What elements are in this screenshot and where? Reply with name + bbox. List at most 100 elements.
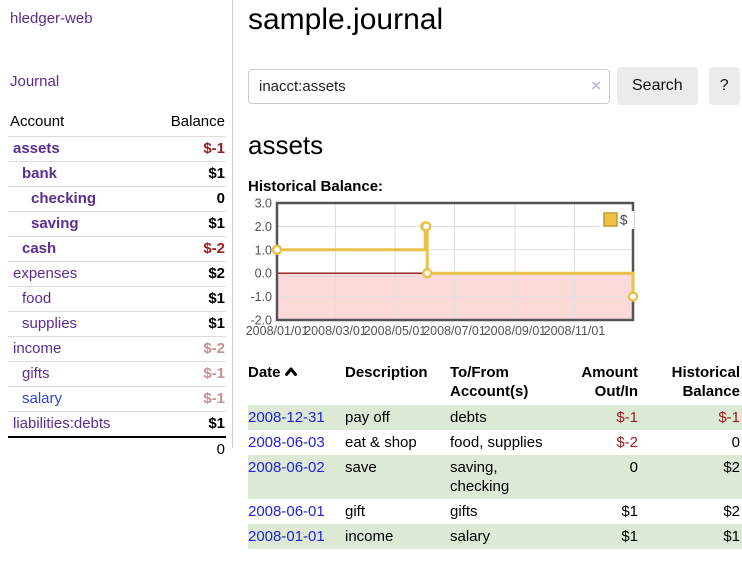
transaction-date-link[interactable]: 2008-06-01 <box>248 503 325 520</box>
svg-text:2008/05/01: 2008/05/01 <box>364 324 427 338</box>
account-balance: $-1 <box>147 386 226 412</box>
svg-text:3.0: 3.0 <box>255 197 272 211</box>
transaction-row: 2008-06-01 gift gifts $1 $2 <box>248 499 742 524</box>
svg-text:1.0: 1.0 <box>255 243 272 257</box>
account-row: salary $-1 <box>8 386 226 412</box>
account-balance: $1 <box>147 161 226 187</box>
svg-text:2008/11/01: 2008/11/01 <box>544 324 606 338</box>
transaction-description: pay off <box>345 409 390 426</box>
svg-text:2.0: 2.0 <box>255 220 272 234</box>
search-button[interactable]: Search <box>617 67 698 105</box>
sidebar-account-link[interactable]: saving <box>31 215 79 232</box>
svg-text:$: $ <box>620 213 628 228</box>
sidebar-account-link[interactable]: cash <box>22 240 57 257</box>
sidebar-item-journal[interactable]: Journal <box>10 73 60 90</box>
register-header-accounts: To/From Account(s) <box>450 364 529 400</box>
sidebar-account-link[interactable]: supplies <box>22 315 78 332</box>
brand-link[interactable]: hledger-web <box>10 10 93 27</box>
transaction-balance: $1 <box>723 528 740 545</box>
sidebar: hledger-web Journal Account Balance asse… <box>8 0 233 461</box>
svg-text:0.0: 0.0 <box>255 267 272 281</box>
account-row: checking 0 <box>8 186 226 212</box>
sidebar-account-link[interactable]: liabilities:debts <box>13 415 111 432</box>
register-rows: 2008-12-31 pay off debts $-1 $-1 2008-06-03 ea… <box>248 405 742 549</box>
help-button[interactable]: ? <box>708 67 740 105</box>
search-input-wrapper: × <box>248 68 610 104</box>
svg-text:2008/09/01: 2008/09/01 <box>484 324 547 338</box>
main-content: sample.journal × Search ? assets Histori… <box>246 0 742 549</box>
account-balance: $-2 <box>147 336 226 362</box>
transaction-date-link[interactable]: 2008-06-02 <box>248 459 325 476</box>
sidebar-account-link[interactable]: salary <box>22 390 63 407</box>
transaction-amount: $1 <box>621 503 638 520</box>
transaction-amount: $1 <box>621 528 638 545</box>
account-balance: 0 <box>147 186 226 212</box>
search-input[interactable] <box>248 68 610 104</box>
balance-column-header: Balance <box>170 113 225 130</box>
transaction-amount: $-1 <box>616 409 638 426</box>
register-header-amount: Amount Out/In <box>581 364 638 400</box>
transaction-accounts: food, supplies <box>450 434 543 451</box>
transaction-description: eat & shop <box>345 434 417 451</box>
account-column-header: Account <box>10 113 65 130</box>
sidebar-account-link[interactable]: assets <box>13 140 60 157</box>
transaction-balance: $-1 <box>718 409 740 426</box>
transaction-date-link[interactable]: 2008-01-01 <box>248 528 325 545</box>
svg-text:2008/07/01: 2008/07/01 <box>423 324 486 338</box>
account-row: cash $-2 <box>8 236 226 262</box>
account-row: gifts $-1 <box>8 361 226 387</box>
transaction-row: 2008-12-31 pay off debts $-1 $-1 <box>248 405 742 430</box>
account-row: expenses $2 <box>8 261 226 287</box>
register-header-date[interactable]: Date <box>248 361 345 405</box>
transaction-description: income <box>345 528 394 545</box>
sidebar-account-link[interactable]: gifts <box>22 365 50 382</box>
account-row: food $1 <box>8 286 226 312</box>
svg-text:-1.0: -1.0 <box>250 290 272 304</box>
sidebar-account-link[interactable]: income <box>13 340 62 357</box>
transaction-row: 2008-06-03 eat & shop food, supplies $-2 0 <box>248 430 742 455</box>
historical-balance-chart: $3.0 2.0 1.0 0.0 -1.0 -2.02008/01/012008/03/0… <box>246 197 639 338</box>
transaction-amount: 0 <box>629 459 638 476</box>
svg-text:2008/01/01: 2008/01/01 <box>246 324 309 338</box>
account-row: bank $1 <box>8 161 226 187</box>
account-row: assets $-1 <box>8 136 226 162</box>
account-row: liabilities:debts $1 <box>8 411 226 437</box>
account-balance: $1 <box>147 311 226 337</box>
clear-search-icon[interactable]: × <box>591 75 601 95</box>
transaction-accounts: gifts <box>450 503 478 520</box>
account-balance: $-2 <box>147 236 226 262</box>
sidebar-total-row: 0 <box>8 436 226 461</box>
register-header-row: Date Description To/From Account(s) Amoun… <box>248 361 742 405</box>
account-balance: $1 <box>147 411 226 437</box>
sidebar-account-link[interactable]: checking <box>31 190 97 207</box>
transaction-amount: $-2 <box>616 434 638 451</box>
transaction-date-link[interactable]: 2008-06-03 <box>248 434 325 451</box>
sidebar-account-rows: assets $-1 bank $1 checking 0 saving $1 cash $-2 e… <box>8 136 226 437</box>
sidebar-total-balance: 0 <box>147 436 226 461</box>
sidebar-account-link[interactable]: expenses <box>13 265 78 282</box>
register-table: Date Description To/From Account(s) Amoun… <box>248 361 742 549</box>
transaction-row: 2008-01-01 income salary $1 $1 <box>248 524 742 549</box>
transaction-balance: $2 <box>723 503 740 520</box>
account-balance: $-1 <box>147 136 226 162</box>
svg-text:-2.0: -2.0 <box>250 314 272 328</box>
account-balance: $1 <box>147 286 226 312</box>
account-heading: assets <box>248 130 324 160</box>
transaction-row: 2008-06-02 save saving, checking 0 $2 <box>248 455 742 499</box>
sidebar-accounts-table: Account Balance assets $-1 bank $1 checking 0… <box>8 110 226 461</box>
sort-ascending-icon <box>284 367 297 376</box>
transaction-accounts: debts <box>450 409 487 426</box>
account-row: supplies $1 <box>8 311 226 337</box>
register-header-description: Description <box>345 364 428 381</box>
transaction-accounts: salary <box>450 528 491 545</box>
account-balance: $2 <box>147 261 226 287</box>
transaction-date-link[interactable]: 2008-12-31 <box>248 409 325 426</box>
svg-text:2008/03/01: 2008/03/01 <box>304 324 367 338</box>
sidebar-account-link[interactable]: bank <box>22 165 58 182</box>
transaction-accounts: saving, checking <box>450 459 510 495</box>
search-bar: × Search ? <box>248 67 742 105</box>
account-row: income $-2 <box>8 336 226 362</box>
sidebar-account-link[interactable]: food <box>22 290 52 307</box>
account-balance: $1 <box>147 211 226 237</box>
